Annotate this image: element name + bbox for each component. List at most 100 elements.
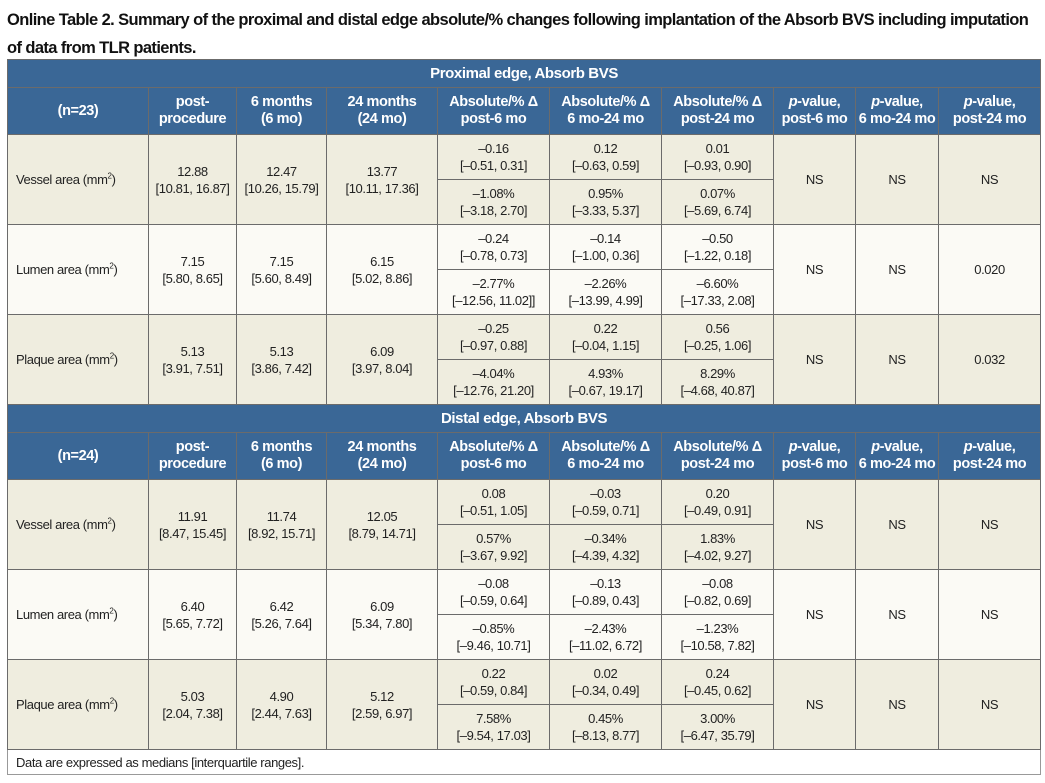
value-cell-m24: 6.15 [5.02, 8.86] — [326, 224, 438, 315]
p-value-cell: NS — [773, 479, 856, 570]
p-italic: p — [871, 439, 880, 455]
header-line-1: p-value, — [774, 94, 855, 111]
header-line-2: post-6 mo — [781, 456, 848, 472]
table-row-percent: –1.08% [–3.18, 2.70] 0.95% [–3.33, 5.37] 0.0… — [8, 179, 1041, 225]
range-line: [–1.00, 0.36] — [571, 248, 640, 263]
range-line: [–6.47, 35.79] — [680, 728, 755, 743]
value-cell-post: 5.13 [3.91, 7.51] — [148, 314, 237, 405]
column-header: post-procedure — [148, 432, 237, 480]
value-cell-m24: 5.12 [2.59, 6.97] — [326, 659, 438, 750]
absolute-change-cell: 0.22 [–0.59, 0.84] — [437, 659, 550, 705]
percent-change-cell: –1.08% [–3.18, 2.70] — [437, 179, 550, 225]
value-line: 0.20 — [705, 486, 730, 501]
value-line: 6.40 — [180, 598, 205, 614]
value-line: –2.26% — [584, 276, 627, 291]
value-line: 7.15 — [180, 253, 205, 269]
range-line: [–0.97, 0.88] — [459, 338, 528, 353]
range-line: [–0.49, 0.91] — [683, 503, 752, 518]
value-line: 0.02 — [593, 666, 618, 681]
p-value-cell: 0.032 — [937, 314, 1042, 405]
row-label: Lumen area (mm2) — [7, 224, 149, 315]
value-line: Absolute/% Δ — [561, 439, 650, 455]
range-line: 6 mo-24 mo — [567, 456, 644, 472]
table-row-percent: –2.77% [–12.56, 11.02]] –2.26% [–13.99, 4.9… — [8, 269, 1041, 315]
value-line: –1.08% — [472, 186, 515, 201]
percent-change-cell: –2.43% [–11.02, 6.72] — [549, 614, 662, 660]
value-line: 3.00% — [700, 711, 735, 726]
absolute-change-cell: 0.24 [–0.45, 0.62] — [661, 659, 774, 705]
value-line: –0.34% — [584, 531, 627, 546]
value-line: 5.12 — [370, 688, 394, 704]
range-line: [5.02, 8.86] — [351, 270, 413, 286]
section-title: Proximal edge, Absorb BVS — [6, 59, 1042, 88]
absolute-change-cell: 0.01 [–0.93, 0.90] — [661, 134, 774, 180]
value-line: 0.08 — [481, 486, 506, 501]
value-line: 12.05 — [366, 508, 398, 524]
value-cell-m24: 6.09 [5.34, 7.80] — [326, 569, 438, 660]
p-value-cell: NS — [773, 659, 856, 750]
range-line: [–12.56, 11.02]] — [452, 293, 535, 308]
superscript: 2 — [109, 261, 114, 271]
column-header: p-value, post-6 mo — [773, 432, 856, 480]
value-line: Absolute/% Δ — [561, 94, 650, 110]
column-header-row: (n=24) post-procedure 6 months (6 mo) 24 mon… — [7, 432, 1042, 480]
header-text: -value, — [879, 439, 924, 455]
p-value-cell: NS — [937, 134, 1042, 225]
value-line: 6.42 — [269, 598, 294, 614]
table-row: Plaque area (mm2) 5.13 [3.91, 7.51] 5.13 [3.… — [7, 314, 1042, 405]
absolute-change-cell: –0.25 [–0.97, 0.88] — [437, 314, 550, 360]
header-line-2: post-24 mo — [952, 456, 1027, 472]
p-italic: p — [963, 94, 973, 110]
superscript: 2 — [107, 171, 112, 181]
percent-change-cell: –4.04% [–12.76, 21.20] — [437, 359, 550, 405]
value-line: 0.56 — [705, 321, 730, 336]
value-cell-m24: 12.05 [8.79, 14.71] — [326, 479, 438, 570]
range-line: [–0.25, 1.06] — [683, 338, 752, 353]
absolute-change-cell: –0.03 [–0.59, 0.71] — [549, 479, 662, 525]
absolute-change-cell: 0.02 [–0.34, 0.49] — [549, 659, 662, 705]
value-line: Absolute/% Δ — [449, 94, 538, 110]
table-row: Lumen area (mm2) 7.15 [5.80, 8.65] 7.15 [5.6… — [7, 224, 1042, 315]
section-header-row: Distal edge, Absorb BVS — [6, 404, 1042, 433]
column-header: p-value, post-24 mo — [937, 87, 1042, 135]
range-line: [–3.18, 2.70] — [459, 203, 528, 218]
value-line: 0.12 — [593, 141, 618, 156]
column-header: p-value, 6 mo-24 mo — [855, 87, 939, 135]
percent-change-cell: –1.23% [–10.58, 7.82] — [661, 614, 774, 660]
summary-table: Proximal edge, Absorb BVS (n=23) post-proc… — [6, 59, 1042, 775]
range-line: [10.26, 15.79] — [244, 180, 319, 196]
range-line: 6 mo-24 mo — [567, 111, 644, 127]
value-cell-m6: 6.42 [5.26, 7.64] — [236, 569, 327, 660]
range-line: [–11.02, 6.72] — [569, 638, 642, 653]
range-line: [–0.04, 1.15] — [571, 338, 640, 353]
absolute-change-cell: –0.14 [–1.00, 0.36] — [549, 224, 662, 270]
range-line: [–17.33, 2.08] — [680, 293, 755, 308]
column-header: p-value, 6 mo-24 mo — [855, 432, 939, 480]
row-label: Vessel area (mm2) — [7, 134, 149, 225]
absolute-change-cell: 0.08 [–0.51, 1.05] — [437, 479, 550, 525]
p-value-cell: NS — [855, 479, 939, 570]
p-value-cell: NS — [855, 659, 939, 750]
range-line: [–0.45, 0.62] — [683, 683, 752, 698]
value-cell-m24: 13.77 [10.11, 17.36] — [326, 134, 438, 225]
absolute-change-cell: 0.12 [–0.63, 0.59] — [549, 134, 662, 180]
value-line: –0.08 — [702, 576, 733, 591]
percent-change-cell: 3.00% [–6.47, 35.79] — [661, 704, 774, 750]
label-text: Lumen area (mm — [16, 607, 110, 622]
range-line: [5.60, 8.49] — [251, 270, 312, 286]
p-value-cell: NS — [855, 569, 939, 660]
percent-change-cell: 1.83% [–4.02, 9.27] — [661, 524, 774, 570]
value-cell-post: 5.03 [2.04, 7.38] — [148, 659, 237, 750]
value-line: 0.07% — [700, 186, 735, 201]
p-italic: p — [963, 439, 973, 455]
value-line: 0.22 — [593, 321, 618, 336]
table-row: Vessel area (mm2) 12.88 [10.81, 16.87] 12.4… — [7, 134, 1042, 225]
table-row-percent: 0.57% [–3.67, 9.92] –0.34% [–4.39, 4.32] 1.8… — [8, 524, 1041, 570]
value-line: 5.13 — [180, 343, 205, 359]
absolute-change-cell: –0.16 [–0.51, 0.31] — [437, 134, 550, 180]
p-value-cell: NS — [773, 134, 856, 225]
value-line: 0.57% — [476, 531, 511, 546]
value-line: –6.60% — [696, 276, 739, 291]
